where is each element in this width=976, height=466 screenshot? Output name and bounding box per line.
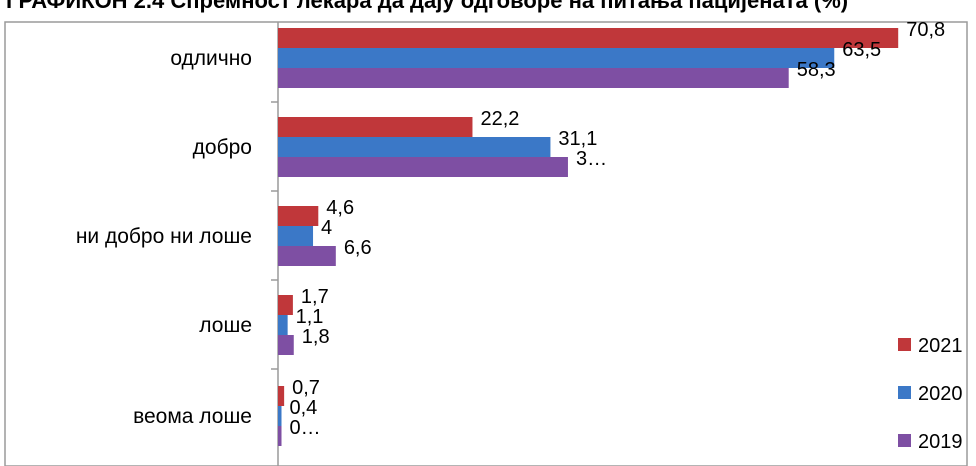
bar [278, 335, 294, 355]
bar [278, 157, 568, 177]
data-label: 0… [290, 417, 321, 439]
data-label: 70,8 [906, 19, 945, 41]
legend-entry: 2019 [918, 431, 963, 453]
bar [278, 226, 314, 246]
legend-swatch [898, 338, 911, 351]
category-label: ни добро ни лоше [76, 225, 252, 248]
category-label: одлично [170, 47, 252, 70]
legend-entry: 2021 [918, 335, 963, 357]
bar [278, 406, 282, 426]
legend-swatch [898, 386, 911, 399]
bar [278, 28, 899, 48]
data-label: 4,6 [326, 197, 354, 219]
bar [278, 246, 336, 266]
data-label: 0,4 [290, 397, 318, 419]
bar [278, 117, 473, 137]
chart-title: ГРАФИКОН 2.4 Спремност лекара да дају од… [6, 0, 849, 13]
data-label: 4 [321, 217, 332, 239]
data-label: 1,7 [301, 286, 329, 308]
data-label: 1,8 [302, 326, 330, 348]
bar [278, 68, 789, 88]
data-label: 3… [576, 148, 607, 170]
data-label: 58,3 [797, 59, 836, 81]
category-label: лоше [199, 314, 252, 337]
bar [278, 295, 293, 315]
data-label: 31,1 [558, 128, 597, 150]
legend-swatch [898, 434, 911, 447]
bar [278, 206, 319, 226]
bar [278, 386, 285, 406]
data-label: 63,5 [842, 39, 881, 61]
data-label: 0,7 [292, 377, 320, 399]
legend-entry: 2020 [918, 383, 963, 405]
category-label: добро [193, 136, 252, 159]
bar [278, 137, 551, 157]
bar [278, 315, 288, 335]
bar [278, 48, 835, 68]
plot-frame [4, 21, 968, 466]
data-label: 6,6 [344, 237, 372, 259]
data-label: 1,1 [296, 306, 324, 328]
bar [278, 426, 282, 446]
data-label: 22,2 [480, 108, 519, 130]
category-label: веома лоше [133, 405, 252, 428]
